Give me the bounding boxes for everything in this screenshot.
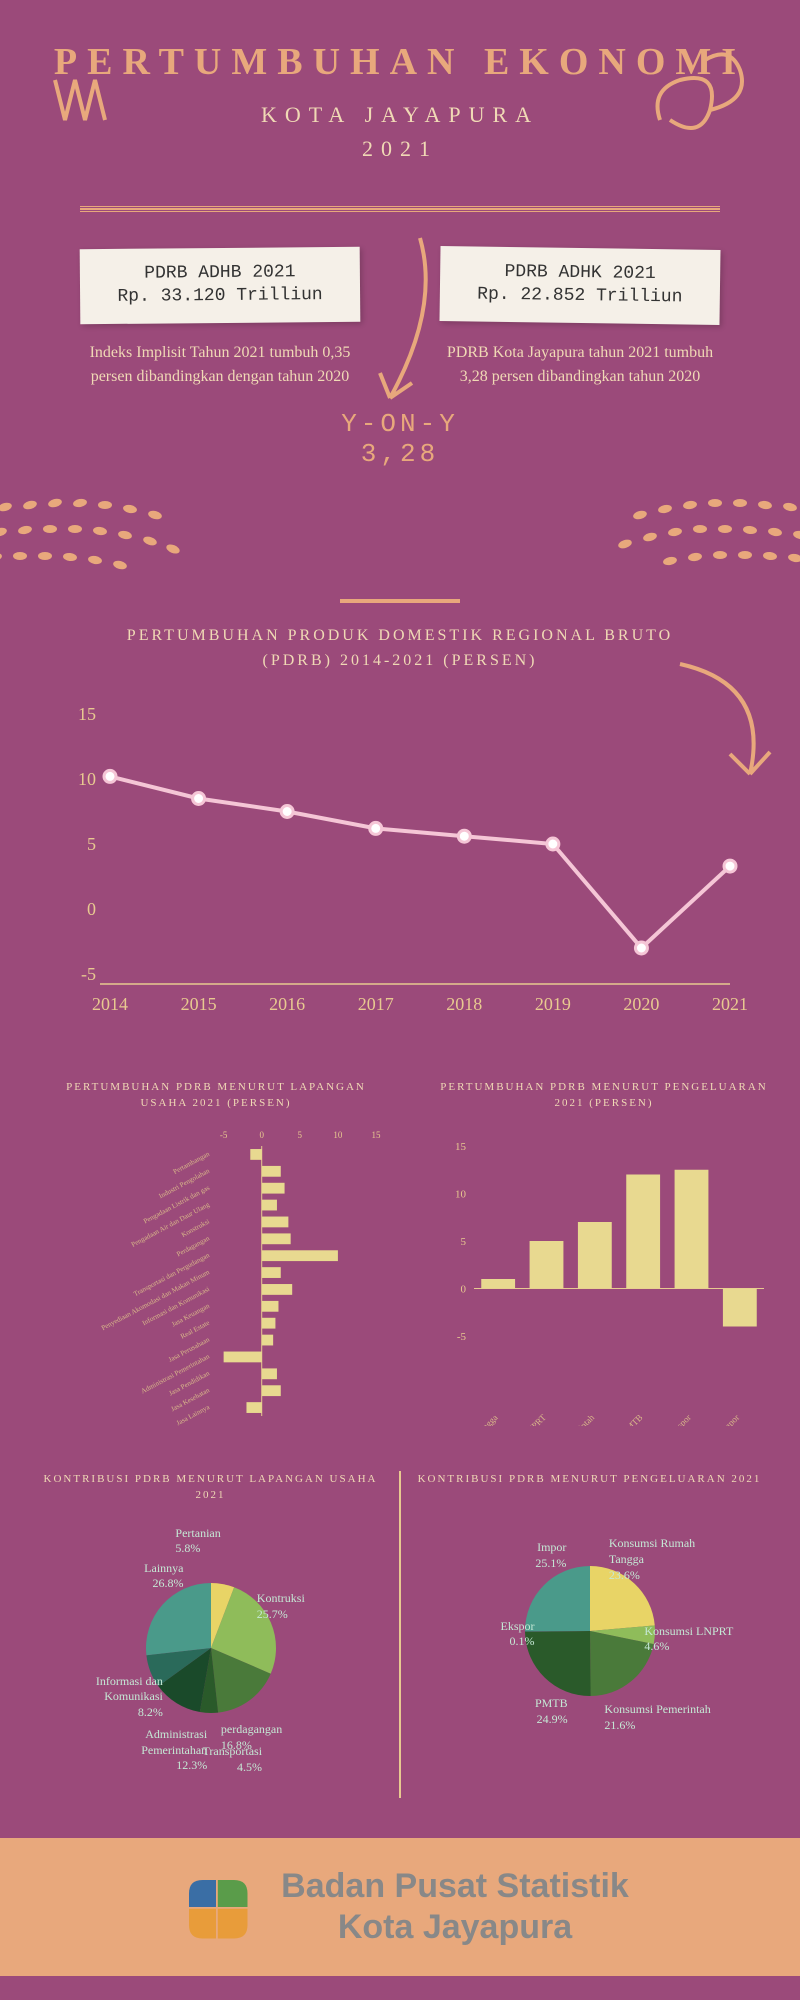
arrow-curve-icon <box>670 654 790 794</box>
svg-text:2017: 2017 <box>358 994 394 1014</box>
stat-boxes: PDRB ADHB 2021 Rp. 33.120 Trilliun Indek… <box>0 228 800 399</box>
vline-2 <box>399 1471 401 1798</box>
paper-box-right: PDRB ADHK 2021 Rp. 22.852 Trilliun <box>439 246 720 325</box>
header: PERTUMBUHAN EKONOMI KOTA JAYAPURA 2021 <box>0 0 800 190</box>
svg-text:2021: 2021 <box>712 994 748 1014</box>
pie2-title: KONTRIBUSI PDRB MENURUT PENGELUARAN 2021 <box>418 1471 762 1488</box>
vbar-svg: -5 0 5 10 15 Konsumsi Rumah TanggaKonsumsi LN… <box>434 1126 774 1426</box>
svg-text:PMTB: PMTB <box>620 1412 644 1426</box>
pie-slice-label: Kontruksi25.7% <box>257 1591 367 1622</box>
hbar-svg: -5051015PertambanganIndustri PengolahanP… <box>46 1126 386 1426</box>
spiral-deco-right <box>640 40 770 150</box>
svg-text:-5: -5 <box>220 1130 228 1140</box>
left-box-l2: Rp. 33.120 Trilliun <box>96 284 344 310</box>
pie-slice-label: Lainnya26.8% <box>74 1561 184 1592</box>
footer: Badan Pusat Statistik Kota Jayapura <box>0 1838 800 1976</box>
dots-right-icon <box>580 489 800 579</box>
pie-slice-label: Konsumsi Rumah Tangga23.6% <box>609 1536 719 1583</box>
svg-text:2018: 2018 <box>446 994 482 1014</box>
svg-text:15: 15 <box>455 1141 467 1153</box>
svg-text:0: 0 <box>259 1130 264 1140</box>
infographic-root: PERTUMBUHAN EKONOMI KOTA JAYAPURA 2021 P… <box>0 0 800 1976</box>
svg-text:-5: -5 <box>457 1331 467 1343</box>
svg-text:Konsumsi Rumah Tangga: Konsumsi Rumah Tangga <box>434 1412 500 1426</box>
svg-text:Impor: Impor <box>719 1412 742 1426</box>
vbar-title: PERTUMBUHAN PDRB MENURUT PENGELUARAN 202… <box>434 1079 774 1112</box>
right-box-l1: PDRB ADHK 2021 <box>456 260 704 287</box>
yoy-value: 3,28 <box>0 439 800 469</box>
pie2-col: KONTRIBUSI PDRB MENURUT PENGELUARAN 2021… <box>409 1471 770 1798</box>
svg-text:5: 5 <box>87 834 96 854</box>
svg-text:5: 5 <box>298 1130 303 1140</box>
stat-left: PDRB ADHB 2021 Rp. 33.120 Trilliun Indek… <box>80 248 360 389</box>
pie-slice-label: PMTB24.9% <box>458 1696 568 1727</box>
left-box-l1: PDRB ADHB 2021 <box>96 261 344 287</box>
dots-deco <box>0 489 800 579</box>
pie-slice-label: Administrasi Pemerintahan12.3% <box>97 1727 207 1774</box>
svg-text:10: 10 <box>455 1188 467 1200</box>
hbar-title: PERTUMBUHAN PDRB MENURUT LAPANGAN USAHA … <box>46 1079 386 1112</box>
svg-text:0: 0 <box>87 899 96 919</box>
footer-l2: Kota Jayapura <box>281 1907 629 1948</box>
svg-text:-5: -5 <box>81 964 96 984</box>
svg-text:0: 0 <box>461 1283 467 1295</box>
pie1: Pertanian5.8%Kontruksi25.7%perdagangan16… <box>41 1518 381 1798</box>
divider-1 <box>80 206 720 212</box>
pie-slice-label: Konsumsi LNPRT4.6% <box>644 1624 754 1655</box>
svg-text:Ekspor: Ekspor <box>668 1412 693 1426</box>
pie-slice-label: Pertanian5.8% <box>175 1526 285 1557</box>
svg-text:2020: 2020 <box>623 994 659 1014</box>
svg-text:10: 10 <box>333 1130 343 1140</box>
arrow-down-icon <box>350 228 450 428</box>
svg-text:2014: 2014 <box>92 994 128 1014</box>
stat-right: PDRB ADHK 2021 Rp. 22.852 Trilliun PDRB … <box>440 248 720 389</box>
paper-box-left: PDRB ADHB 2021 Rp. 33.120 Trilliun <box>80 247 361 324</box>
svg-text:10: 10 <box>78 769 96 789</box>
pie-slice-label: Informasi dan Komunikasi8.2% <box>53 1674 163 1721</box>
pie1-col: KONTRIBUSI PDRB MENURUT LAPANGAN USAHA 2… <box>30 1471 391 1798</box>
bps-logo-icon <box>171 1862 261 1952</box>
bar-charts-row: PERTUMBUHAN PDRB MENURUT LAPANGAN USAHA … <box>0 1059 800 1451</box>
right-desc: PDRB Kota Jayapura tahun 2021 tumbuh 3,2… <box>440 341 720 389</box>
pie-slice-label: Impor25.1% <box>456 1540 566 1571</box>
pie2: Konsumsi Rumah Tangga23.6% Konsumsi LNPRT… <box>420 1501 760 1781</box>
linechart-svg: -5 0 5 10 15 2014 2015 2016 2017 2018 2019 2020 2021 <box>50 704 750 1024</box>
svg-text:15: 15 <box>78 704 96 724</box>
linechart: -5 0 5 10 15 2014 2015 2016 2017 2018 2019 2020 2021 <box>0 694 800 1059</box>
pie1-title: KONTRIBUSI PDRB MENURUT LAPANGAN USAHA 2… <box>30 1471 391 1504</box>
zigzag-deco-left <box>50 70 130 140</box>
pie-section: KONTRIBUSI PDRB MENURUT LAPANGAN USAHA 2… <box>0 1451 800 1838</box>
divider-short <box>340 599 460 603</box>
hbar-col: PERTUMBUHAN PDRB MENURUT LAPANGAN USAHA … <box>30 1079 402 1431</box>
footer-text: Badan Pusat Statistik Kota Jayapura <box>281 1866 629 1948</box>
pie-slice-label: Ekspor0.1% <box>425 1619 535 1650</box>
svg-text:2016: 2016 <box>269 994 305 1014</box>
right-box-l2: Rp. 22.852 Trilliun <box>456 284 704 311</box>
left-desc: Indeks Implisit Tahun 2021 tumbuh 0,35 p… <box>80 341 360 389</box>
svg-text:2015: 2015 <box>181 994 217 1014</box>
svg-text:Konsumsi LNPRT: Konsumsi LNPRT <box>494 1412 549 1426</box>
vbar-col: PERTUMBUHAN PDRB MENURUT PENGELUARAN 202… <box>418 1079 790 1431</box>
pie-slice-label: Konsumsi Pemerintah21.6% <box>604 1702 714 1733</box>
footer-l1: Badan Pusat Statistik <box>281 1866 629 1907</box>
svg-text:15: 15 <box>372 1130 382 1140</box>
dots-left-icon <box>0 489 220 579</box>
svg-text:2019: 2019 <box>535 994 571 1014</box>
svg-text:5: 5 <box>461 1236 467 1248</box>
